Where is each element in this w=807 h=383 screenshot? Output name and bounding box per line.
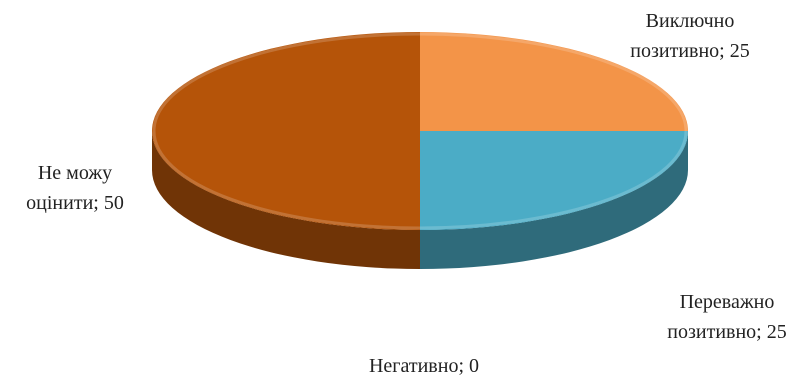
labels-layer: Виключно позитивно; 25 Переважно позитивно;… (26, 10, 787, 377)
pie-side-1 (420, 131, 688, 269)
data-label-0-line-1: позитивно; 25 (630, 40, 749, 62)
data-label-1-line-1: позитивно; 25 (667, 321, 786, 343)
pie-slice-3 (152, 32, 420, 230)
data-label-2: Негативно; 0 (369, 355, 479, 377)
pie-slice-1 (420, 131, 688, 230)
data-label-3-line-0: Не можу (38, 162, 112, 184)
data-label-0: Виключно позитивно; 25 (630, 10, 749, 62)
pie-rim-highlight (152, 32, 688, 230)
pie-slice-0 (420, 32, 688, 131)
slices-layer (152, 32, 688, 269)
data-label-3-line-1: оцінити; 50 (26, 192, 124, 214)
data-label-1: Переважно позитивно; 25 (667, 291, 786, 343)
data-label-2-line-0: Негативно; 0 (369, 355, 479, 377)
data-label-1-line-0: Переважно (680, 291, 775, 313)
data-label-3: Не можу оцінити; 50 (26, 162, 124, 214)
data-label-0-line-0: Виключно (646, 10, 735, 32)
pie-side-3 (152, 131, 420, 269)
